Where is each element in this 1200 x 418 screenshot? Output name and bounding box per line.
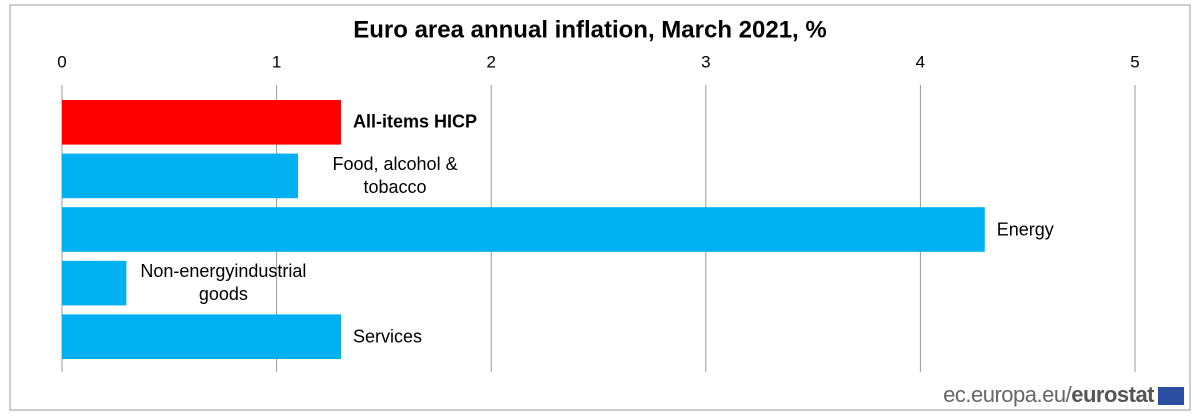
eu-flag bbox=[1158, 387, 1184, 405]
source: ec.europa.eu/eurostat bbox=[943, 382, 1154, 408]
category-label: Non-energyindustrial goods bbox=[140, 261, 307, 305]
source-brand: eurostat bbox=[1071, 382, 1154, 407]
source-site: ec.europa.eu/ bbox=[943, 382, 1072, 407]
x-tick-label: 0 bbox=[57, 52, 66, 71]
x-tick-label: 3 bbox=[701, 52, 710, 71]
bar bbox=[62, 314, 341, 359]
chart-title: Euro area annual inflation, March 2021, … bbox=[353, 16, 826, 43]
category-label: Energy bbox=[996, 219, 1054, 239]
category-label: Food, alcohol & tobacco bbox=[332, 153, 458, 197]
category-label: Services bbox=[352, 326, 422, 347]
x-tick-label: 5 bbox=[1130, 52, 1139, 71]
bar bbox=[62, 260, 127, 306]
bar bbox=[62, 100, 341, 145]
category-label: All-items HICP bbox=[352, 111, 477, 132]
x-tick-label: 4 bbox=[916, 52, 925, 71]
frame bbox=[9, 4, 1191, 411]
x-tick-label: 1 bbox=[272, 52, 281, 71]
bar bbox=[62, 207, 985, 252]
bar bbox=[62, 153, 299, 199]
x-tick-label: 2 bbox=[486, 52, 495, 71]
